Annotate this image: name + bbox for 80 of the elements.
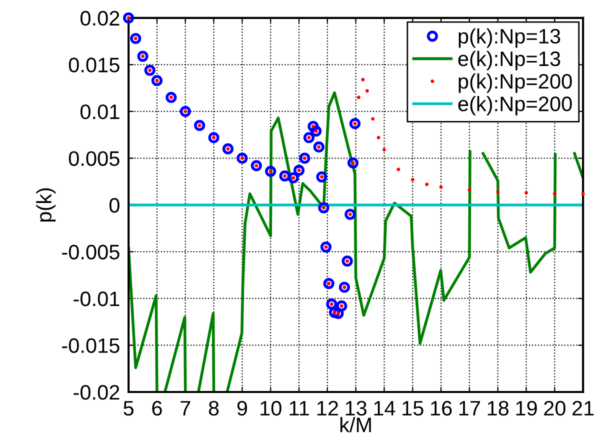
point [410,178,414,182]
legend-label: e(k):Np=13 [458,50,560,70]
point [552,192,556,196]
point [342,256,353,267]
point [288,172,299,184]
point [208,132,220,144]
point [439,185,443,189]
y-tick-label: 0.01 [80,104,120,120]
y-tick-label: 0.015 [68,58,120,72]
point [320,241,332,253]
x-tick-label: 10 [260,400,282,416]
point [349,118,361,130]
x-tick-label: 12 [317,400,338,416]
y-tick-label: -0.01 [74,291,120,306]
point [137,50,148,62]
point [496,190,500,194]
x-tick-label: 19 [516,400,537,416]
point [293,164,305,176]
y-axis-title: p(k) [36,188,56,222]
x-tick-label: 20 [544,400,566,416]
x-tick-label: 21 [572,400,594,416]
point [313,141,324,153]
x-axis-title: k/M [340,416,371,432]
x-tick-label: 16 [431,400,452,416]
point [376,136,380,140]
point [396,168,400,172]
point [332,308,344,319]
point [361,78,365,82]
point [236,152,248,164]
point [323,278,334,290]
point [308,120,319,132]
y-tick-label: -0.005 [62,244,120,260]
point [250,160,262,172]
x-tick-label: 8 [208,400,219,416]
x-tick-label: 13 [346,400,366,416]
point [382,148,386,152]
point [194,120,206,132]
y-tick-label: 0.005 [68,151,120,166]
y-tick-label: 0 [109,198,120,213]
point [310,126,322,137]
point [524,191,528,195]
x-tick-label: 17 [459,401,480,416]
point [180,106,191,117]
x-tick-label: 5 [124,401,134,416]
point [336,300,348,312]
x-tick-label: 7 [180,401,190,416]
point [222,143,234,154]
point [303,132,314,144]
y-tick-label: 0.02 [80,10,120,26]
point [371,117,375,121]
point [279,170,290,182]
x-tick-label: 15 [402,401,424,416]
legend-label: p(k):Np=13 [458,28,560,48]
point [338,282,350,293]
point [265,166,276,177]
y-tick-label: -0.02 [74,385,120,400]
point [151,75,163,86]
legend-label: p(k):Np=200 [458,73,572,93]
point [425,182,429,186]
legend-label: e(k):Np=200 [458,96,572,116]
point [347,157,359,168]
point [344,208,356,220]
point [318,202,330,214]
point [123,12,134,24]
x-tick-label: 11 [290,401,309,416]
point [299,152,310,164]
point [365,89,369,93]
point [316,171,328,182]
point [468,188,472,192]
point [130,32,142,44]
y-tick-label: -0.015 [62,338,120,353]
point [326,298,338,310]
point [356,96,360,100]
x-tick-label: 18 [488,400,509,416]
x-tick-label: 9 [237,400,247,416]
point [144,64,156,76]
point [166,92,177,103]
point [581,192,585,196]
x-tick-label: 6 [152,400,162,416]
x-tick-label: 14 [374,401,396,416]
